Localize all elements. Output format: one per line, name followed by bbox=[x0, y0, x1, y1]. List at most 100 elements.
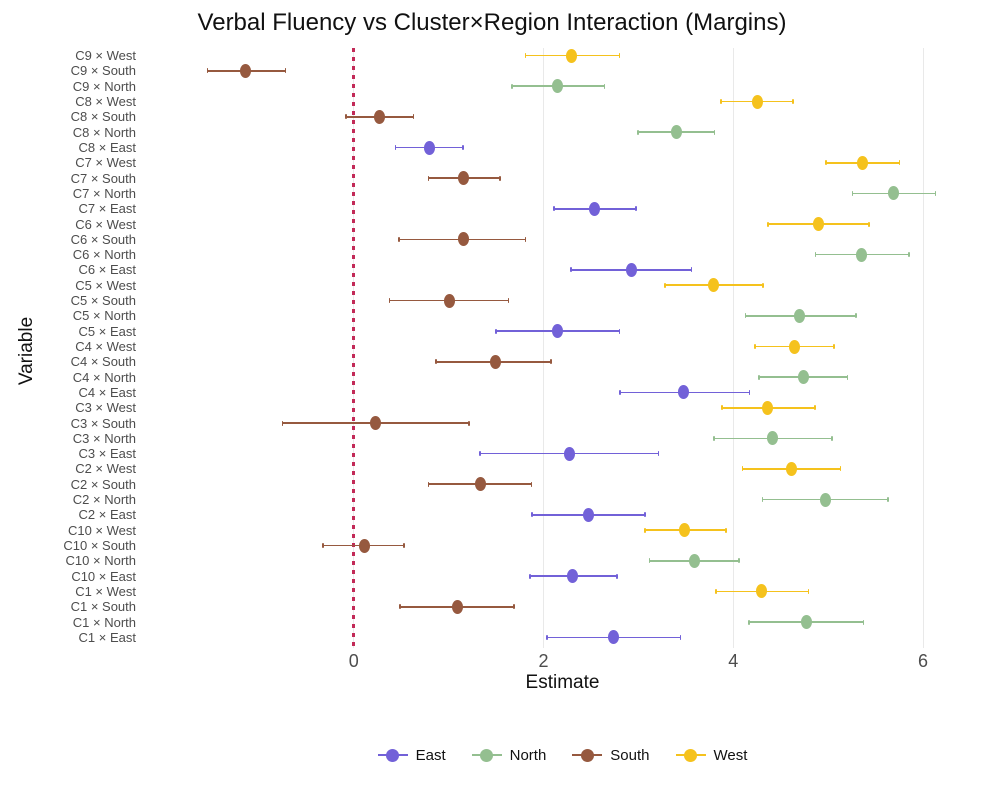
confidence-interval-cap bbox=[399, 604, 401, 610]
confidence-interval-cap bbox=[499, 175, 501, 181]
confidence-interval-cap bbox=[531, 512, 533, 518]
legend-key-icon bbox=[675, 748, 706, 762]
estimate-point bbox=[552, 79, 564, 94]
y-axis-tick-label: C5 × North bbox=[72, 308, 136, 324]
confidence-interval-cap bbox=[281, 420, 284, 426]
legend-label: South bbox=[610, 746, 650, 764]
confidence-interval-cap bbox=[529, 573, 531, 579]
confidence-interval-cap bbox=[637, 129, 640, 135]
y-axis-tick-label: C4 × South bbox=[70, 354, 136, 370]
y-axis-tick-label: C5 × East bbox=[78, 323, 136, 339]
confidence-interval-cap bbox=[511, 83, 513, 89]
confidence-interval-cap bbox=[634, 206, 637, 212]
estimate-point bbox=[819, 492, 831, 507]
confidence-interval-cap bbox=[462, 145, 464, 150]
confidence-interval-cap bbox=[761, 497, 764, 503]
y-axis-tick-label: C5 × West bbox=[75, 277, 136, 293]
confidence-interval-cap bbox=[690, 267, 693, 273]
y-axis-tick-label: C6 × East bbox=[78, 262, 136, 278]
confidence-interval-cap bbox=[744, 313, 747, 319]
confidence-interval-cap bbox=[862, 619, 865, 625]
y-axis-tick-label: C6 × South bbox=[70, 231, 136, 247]
confidence-interval-cap bbox=[615, 573, 618, 579]
y-axis-tick-label: C8 × West bbox=[75, 94, 136, 110]
estimate-point bbox=[788, 339, 800, 354]
estimate-point bbox=[566, 48, 578, 63]
legend-label: East bbox=[415, 746, 446, 764]
confidence-interval-cap bbox=[427, 175, 430, 181]
y-axis-tick-label: C8 × North bbox=[72, 124, 136, 140]
estimate-point bbox=[678, 385, 690, 400]
x-axis-tick-label: 6 bbox=[918, 651, 929, 671]
confidence-interval-cap bbox=[748, 389, 751, 395]
legend-item-north: North bbox=[471, 747, 546, 764]
estimate-point bbox=[688, 553, 700, 568]
legend-key-icon bbox=[572, 748, 603, 762]
y-axis-tick-label: C9 × West bbox=[75, 48, 136, 64]
confidence-interval-cap bbox=[839, 466, 842, 472]
x-axis-title: Estimate bbox=[525, 672, 600, 693]
y-axis-tick-label: C10 × North bbox=[65, 553, 136, 569]
y-axis-tick-label: C1 × South bbox=[70, 599, 136, 615]
y-axis-tick-label: C2 × North bbox=[72, 492, 136, 508]
chart-title: Verbal Fluency vs Cluster×Region Interac… bbox=[197, 9, 787, 36]
y-axis-tick-label: C3 × West bbox=[75, 400, 136, 416]
confidence-interval-cap bbox=[741, 466, 744, 472]
confidence-interval-cap bbox=[713, 129, 716, 135]
estimate-point bbox=[626, 262, 638, 277]
confidence-interval-cap bbox=[206, 68, 209, 74]
estimate-point bbox=[679, 523, 691, 538]
legend-key-icon bbox=[377, 748, 408, 762]
estimate-point bbox=[563, 446, 575, 461]
estimate-point bbox=[370, 416, 382, 431]
estimate-point bbox=[856, 155, 868, 170]
legend-dot bbox=[480, 748, 494, 762]
confidence-interval-cap bbox=[754, 344, 756, 349]
estimate-point bbox=[489, 354, 501, 369]
y-axis-tick-label: C4 × East bbox=[78, 384, 136, 400]
y-axis-tick-label: C3 × North bbox=[72, 430, 136, 446]
estimate-point bbox=[475, 477, 487, 492]
y-axis-tick-label: C10 × West bbox=[67, 522, 136, 538]
confidence-interval-cap bbox=[855, 313, 857, 319]
x-gridline bbox=[732, 48, 734, 648]
estimate-point bbox=[358, 538, 370, 553]
y-axis-tick-label: C1 × East bbox=[78, 629, 136, 645]
legend-dot bbox=[386, 748, 400, 762]
legend: East North South West bbox=[145, 742, 980, 768]
y-axis-tick-label: C9 × South bbox=[70, 63, 136, 79]
confidence-interval-cap bbox=[657, 451, 660, 457]
confidence-interval-cap bbox=[618, 53, 621, 59]
y-axis-tick-label: C7 × East bbox=[78, 201, 136, 217]
estimate-point bbox=[756, 584, 768, 599]
estimate-point bbox=[589, 201, 601, 216]
confidence-interval-cap bbox=[825, 160, 827, 166]
confidence-interval-cap bbox=[814, 405, 816, 411]
confidence-interval-cap bbox=[679, 634, 682, 640]
confidence-interval-cap bbox=[467, 420, 470, 426]
estimate-point bbox=[458, 232, 470, 247]
estimate-point bbox=[670, 125, 682, 140]
estimate-point bbox=[240, 63, 252, 78]
estimate-point bbox=[798, 370, 809, 385]
y-axis-tick-label: C10 × South bbox=[63, 538, 136, 553]
confidence-interval-cap bbox=[398, 236, 400, 242]
confidence-interval-cap bbox=[831, 435, 833, 441]
legend-item-east: East bbox=[377, 746, 446, 764]
estimate-point bbox=[794, 308, 806, 323]
confidence-interval-cap bbox=[851, 190, 854, 196]
confidence-interval-cap bbox=[887, 497, 889, 503]
confidence-interval-cap bbox=[934, 190, 937, 196]
estimate-point bbox=[813, 217, 825, 232]
confidence-interval-cap bbox=[846, 374, 849, 380]
y-axis-tick-label: C8 × East bbox=[78, 140, 136, 155]
estimate-point bbox=[373, 109, 385, 124]
y-axis-tick-label: C8 × South bbox=[70, 109, 136, 125]
confidence-interval-cap bbox=[435, 359, 437, 365]
x-gridline bbox=[543, 48, 545, 648]
y-axis-tick-label: C1 × North bbox=[72, 614, 136, 630]
confidence-interval-cap bbox=[619, 389, 622, 395]
y-axis-tick-label: C6 × North bbox=[72, 247, 136, 263]
confidence-interval-cap bbox=[345, 114, 347, 120]
y-axis-tick-label: C7 × North bbox=[72, 185, 136, 201]
